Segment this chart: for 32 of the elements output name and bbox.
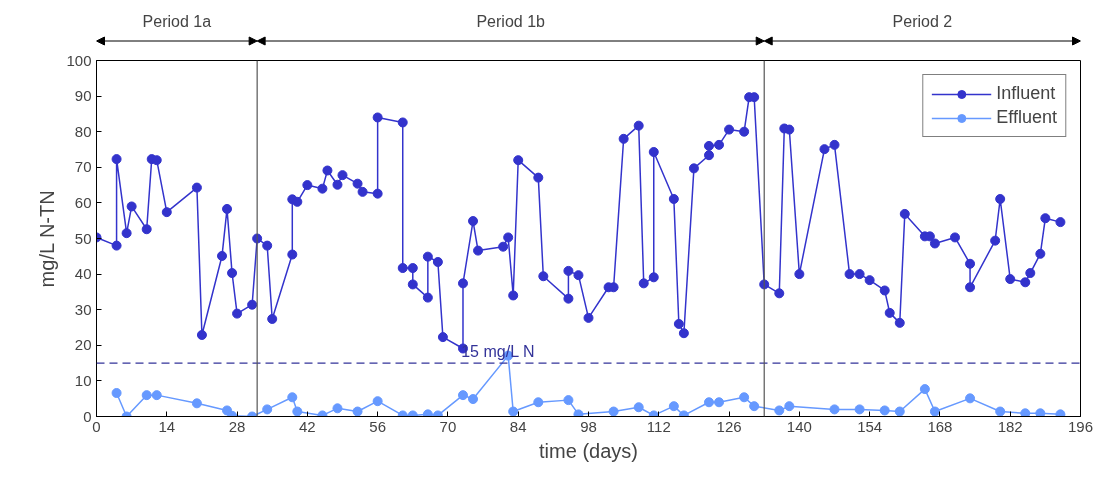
x-tick-label: 168 xyxy=(927,417,953,435)
y-tick-label: 70 xyxy=(74,158,92,176)
legend-label: Effluent xyxy=(996,107,1057,128)
x-tick-label: 14 xyxy=(158,417,176,435)
x-tick-label: 196 xyxy=(1067,417,1093,435)
y-tick-label: 30 xyxy=(74,300,92,318)
text: Period 2 xyxy=(892,13,953,31)
x-axis-title: time (days) xyxy=(539,439,638,462)
y-tick-label: 10 xyxy=(74,371,92,389)
y-tick-label: 100 xyxy=(66,51,92,69)
text: Period 1b xyxy=(476,13,546,31)
x-tick-label: 126 xyxy=(716,417,742,435)
x-tick-label: 98 xyxy=(580,417,597,435)
text: Period 1a xyxy=(142,13,212,31)
x-tick-label: 84 xyxy=(509,417,527,435)
x-tick-label: 28 xyxy=(228,417,246,435)
x-tick-label: 154 xyxy=(857,417,883,435)
y-tick-label: 40 xyxy=(74,265,92,283)
y-tick-label: 90 xyxy=(74,87,92,105)
y-axis-title: mg/L N-TN xyxy=(36,190,59,288)
legend-label: Influent xyxy=(996,83,1056,104)
x-tick-label: 70 xyxy=(439,417,457,435)
y-tick-label: 50 xyxy=(74,229,92,247)
y-tick-label: 20 xyxy=(74,336,92,354)
x-tick-label: 140 xyxy=(786,417,812,435)
y-tick-label: 60 xyxy=(74,193,92,211)
x-tick-label: 112 xyxy=(646,417,671,435)
ref-line-label: 15 mg/L N xyxy=(461,343,535,361)
y-tick-label: 80 xyxy=(74,122,92,140)
x-tick-label: 182 xyxy=(997,417,1023,435)
x-tick-label: 56 xyxy=(369,417,386,435)
x-tick-label: 42 xyxy=(299,417,316,435)
